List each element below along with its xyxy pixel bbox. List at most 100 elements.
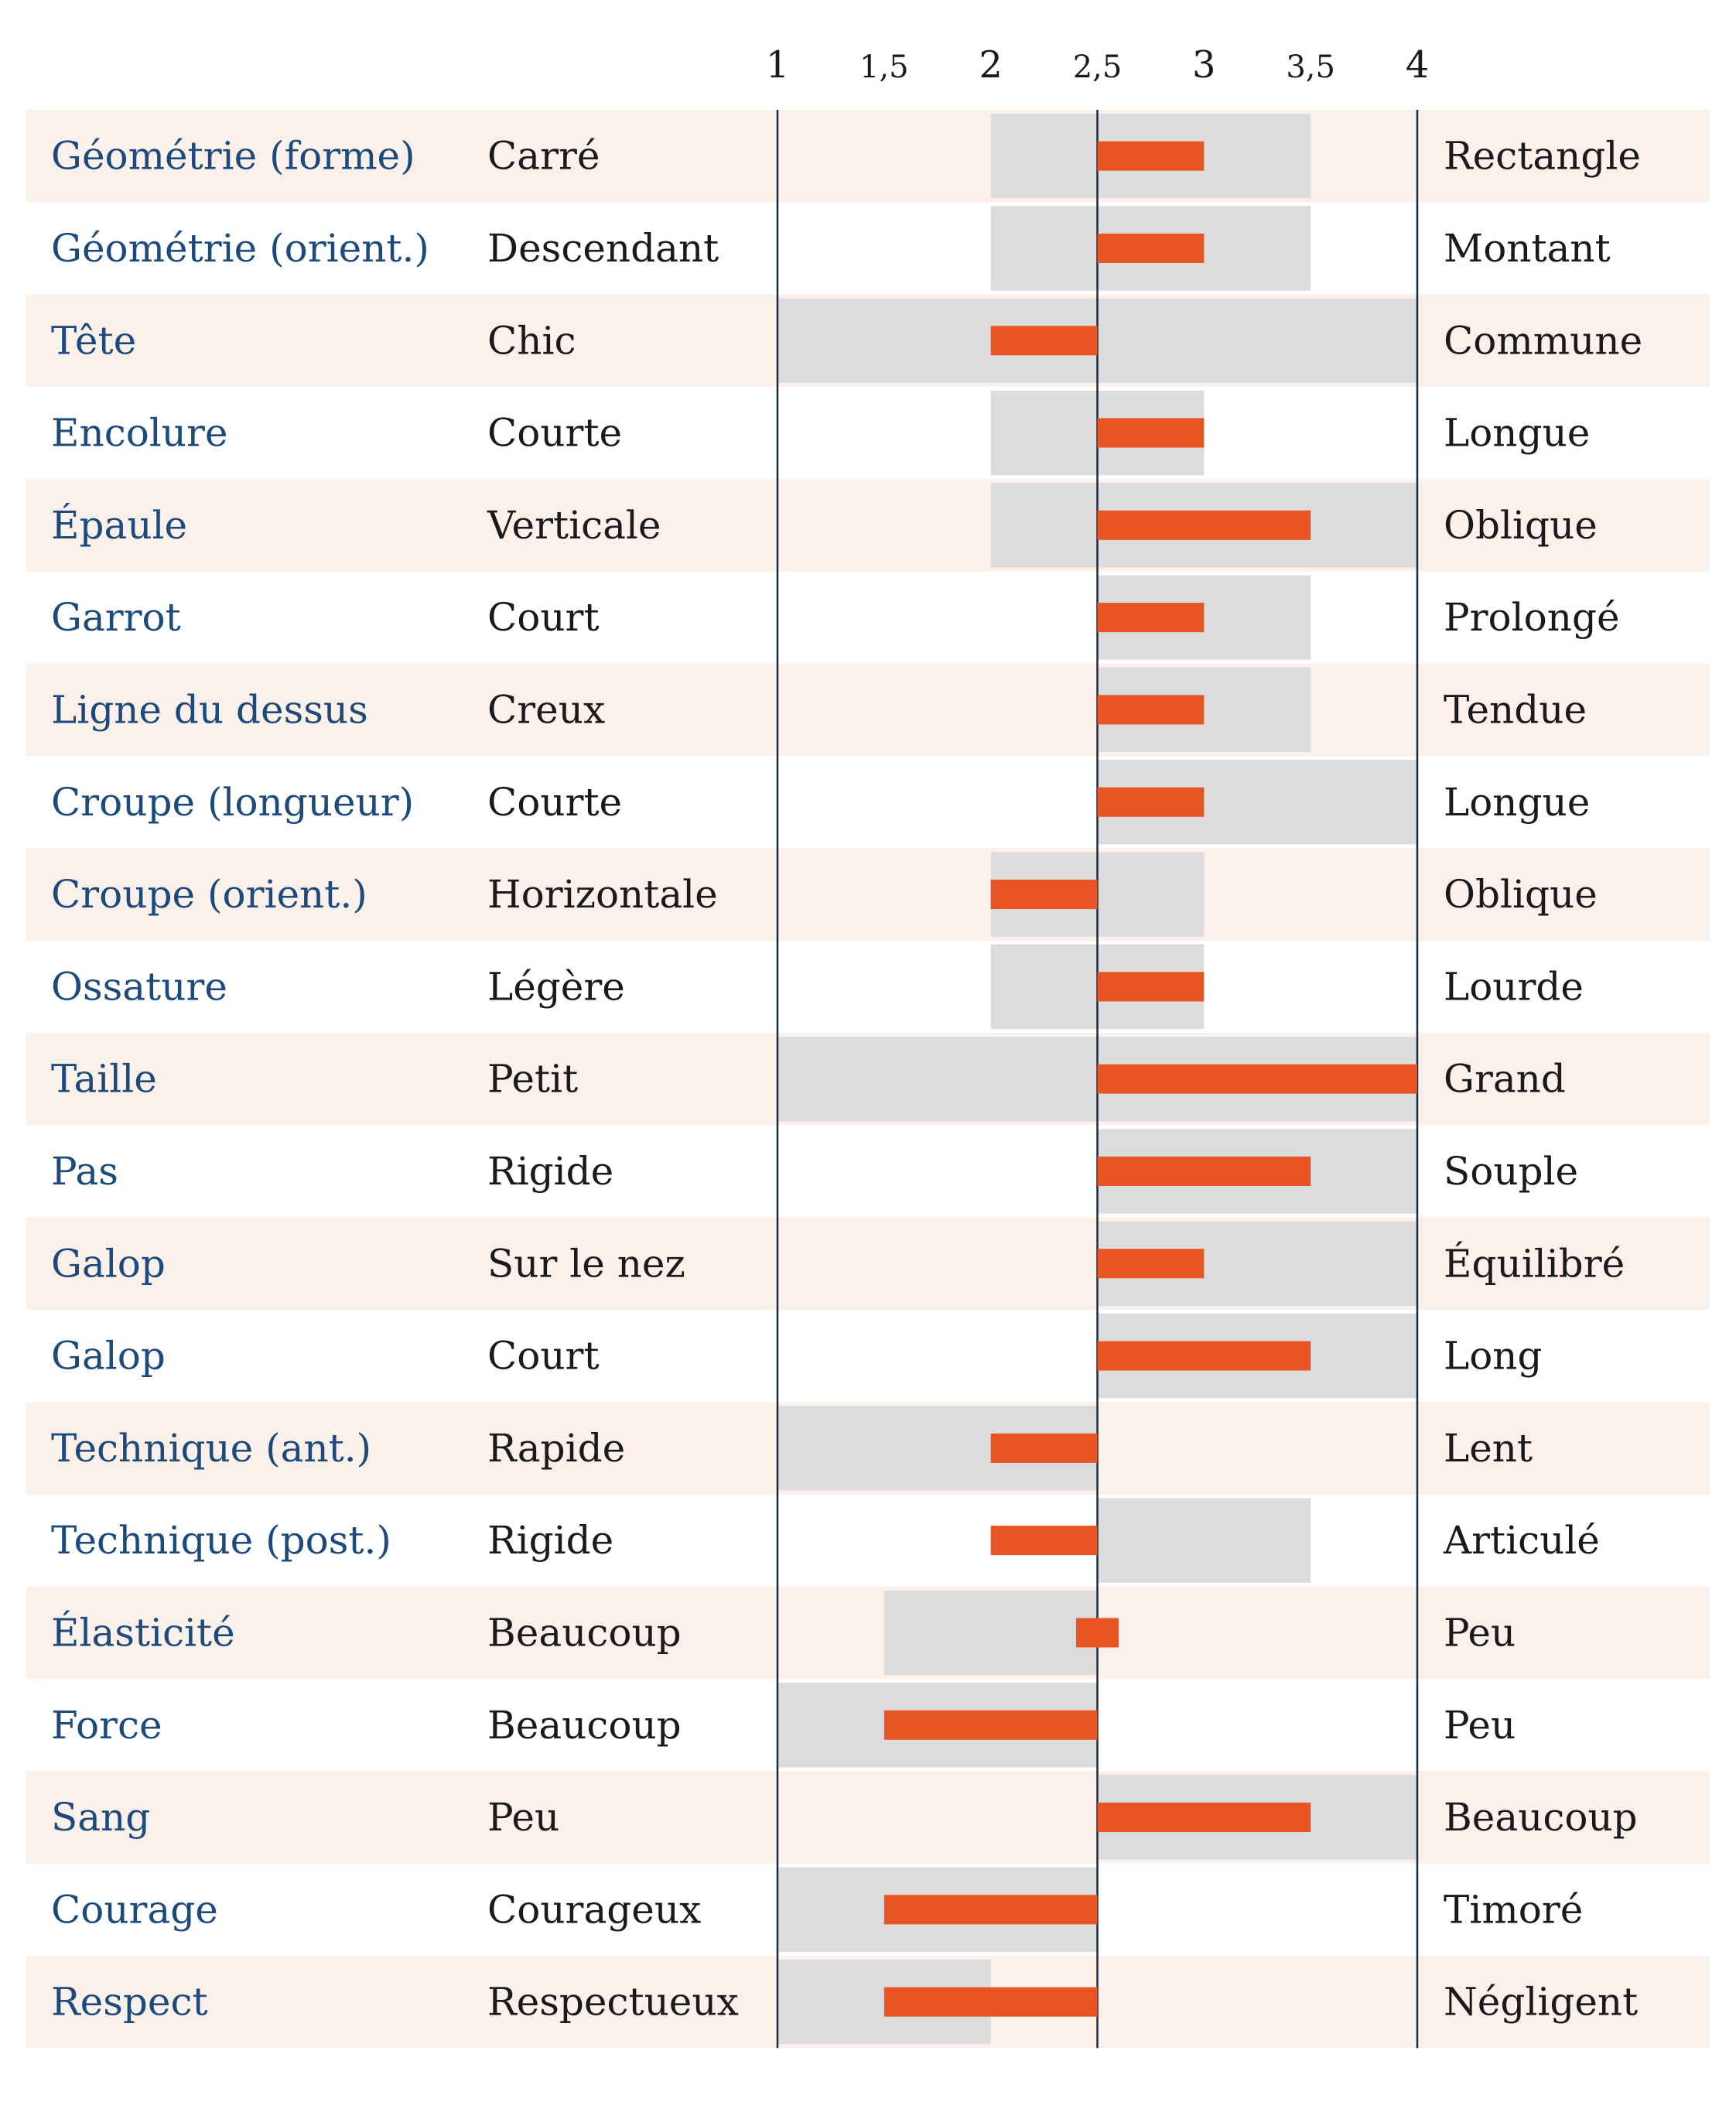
high-label: Articulé: [1443, 1518, 1600, 1563]
x-tick-labels: 1 1,5 2 2,5 3 3,5 4: [766, 43, 1430, 87]
trait-label: Ossature: [51, 964, 227, 1009]
value-bar: [1097, 972, 1205, 1002]
trait-label: Garrot: [51, 595, 181, 640]
trait-label: Taille: [51, 1057, 157, 1102]
low-label: Beaucoup: [487, 1703, 682, 1748]
value-bar: [1097, 510, 1311, 540]
high-label: Prolongé: [1444, 595, 1620, 640]
row-stripe: [26, 1217, 1710, 1310]
low-label: Horizontale: [487, 872, 718, 917]
trait-label: Galop: [51, 1241, 166, 1286]
value-bar: [1097, 1064, 1417, 1094]
high-label: Lent: [1444, 1426, 1533, 1471]
trait-label: Encolure: [51, 411, 228, 456]
high-label: Lourde: [1444, 964, 1584, 1009]
value-bar: [1097, 233, 1205, 263]
low-label: Creux: [487, 687, 605, 732]
low-label: Légère: [487, 964, 625, 1009]
value-bar: [1097, 418, 1205, 448]
low-label: Court: [487, 1334, 600, 1379]
value-bar: [883, 1895, 1098, 1925]
high-label: Équilibré: [1444, 1240, 1625, 1286]
value-bar: [990, 1526, 1098, 1556]
trait-label: Croupe (orient.): [51, 872, 367, 917]
high-label: Beaucoup: [1444, 1795, 1638, 1840]
value-bar: [883, 1710, 1098, 1740]
high-label: Souple: [1444, 1149, 1578, 1194]
low-label: Petit: [487, 1057, 578, 1102]
high-label: Timoré: [1444, 1887, 1583, 1932]
x-tick-label: 3: [1192, 43, 1216, 87]
low-label: Chic: [487, 318, 576, 363]
x-tick-label: 3,5: [1286, 50, 1335, 85]
trait-label: Pas: [51, 1149, 118, 1194]
value-bar: [990, 880, 1098, 910]
low-label: Court: [487, 595, 600, 640]
value-bars: [883, 141, 1417, 2017]
trait-label: Courage: [51, 1887, 218, 1932]
trait-label: Géométrie (forme): [51, 134, 415, 179]
trait-label: Technique (ant.): [51, 1426, 371, 1471]
trait-label: Géométrie (orient.): [51, 226, 429, 271]
low-label: Descendant: [487, 226, 719, 271]
value-bar: [1097, 1249, 1205, 1279]
low-label: Courte: [487, 411, 622, 456]
row-stripe: [26, 1771, 1710, 1864]
trait-label: Galop: [51, 1334, 166, 1379]
high-label: Oblique: [1444, 872, 1598, 917]
high-label: Rectangle: [1444, 134, 1641, 179]
low-label: Rigide: [487, 1149, 613, 1194]
low-label: Peu: [487, 1795, 559, 1840]
high-label: Grand: [1444, 1057, 1566, 1102]
trait-label: Élasticité: [51, 1609, 235, 1655]
high-label: Montant: [1444, 226, 1611, 271]
x-tick-label: 2: [979, 43, 1003, 87]
x-tick-label: 1,5: [859, 50, 909, 85]
low-label: Courageux: [487, 1887, 701, 1932]
value-bar: [1097, 141, 1205, 171]
high-label: Longue: [1444, 411, 1590, 456]
high-label: Peu: [1444, 1610, 1516, 1655]
low-label: Courte: [487, 780, 622, 825]
row-stripe: [26, 1586, 1710, 1680]
value-bar: [1075, 1618, 1119, 1648]
value-bar: [990, 326, 1098, 356]
value-bar: [990, 1433, 1098, 1463]
value-bar: [1097, 695, 1205, 725]
high-label: Commune: [1444, 318, 1642, 363]
row-stripe: [26, 848, 1710, 941]
value-bar: [1097, 603, 1205, 633]
x-tick-label: 1: [766, 43, 790, 87]
x-tick-label: 4: [1406, 43, 1430, 87]
low-label: Verticale: [487, 503, 661, 548]
low-label: Rigide: [487, 1518, 613, 1563]
trait-label: Technique (post.): [51, 1518, 391, 1563]
row-stripe: [26, 110, 1710, 203]
range-band: [1097, 1498, 1311, 1583]
low-label: Sur le nez: [487, 1241, 685, 1286]
row-stripe: [26, 663, 1710, 757]
high-label: Tendue: [1444, 687, 1587, 732]
value-bar: [1097, 1341, 1311, 1371]
low-label: Beaucoup: [487, 1610, 682, 1655]
high-label: Longue: [1444, 780, 1590, 825]
high-label: Négligent: [1444, 1980, 1638, 2025]
trait-label: Ligne du dessus: [51, 687, 368, 732]
value-bar: [1097, 787, 1205, 817]
value-bar: [1097, 1803, 1311, 1833]
low-label: Respectueux: [487, 1980, 739, 2025]
trait-label: Sang: [51, 1795, 150, 1840]
trait-label: Respect: [51, 1980, 208, 2025]
row-stripe: [26, 479, 1710, 572]
value-bar: [1097, 1156, 1311, 1186]
high-label: Long: [1444, 1334, 1543, 1379]
row-labels: Géométrie (forme) Carré Rectangle Géométrie…: [51, 134, 1642, 2025]
low-label: Rapide: [487, 1426, 625, 1471]
trait-label: Croupe (longueur): [51, 780, 414, 825]
x-tick-label: 2,5: [1073, 50, 1123, 85]
trait-label: Force: [51, 1703, 162, 1748]
range-band: [883, 1590, 1098, 1676]
low-label: Carré: [487, 134, 600, 179]
value-bar: [883, 1987, 1098, 2017]
